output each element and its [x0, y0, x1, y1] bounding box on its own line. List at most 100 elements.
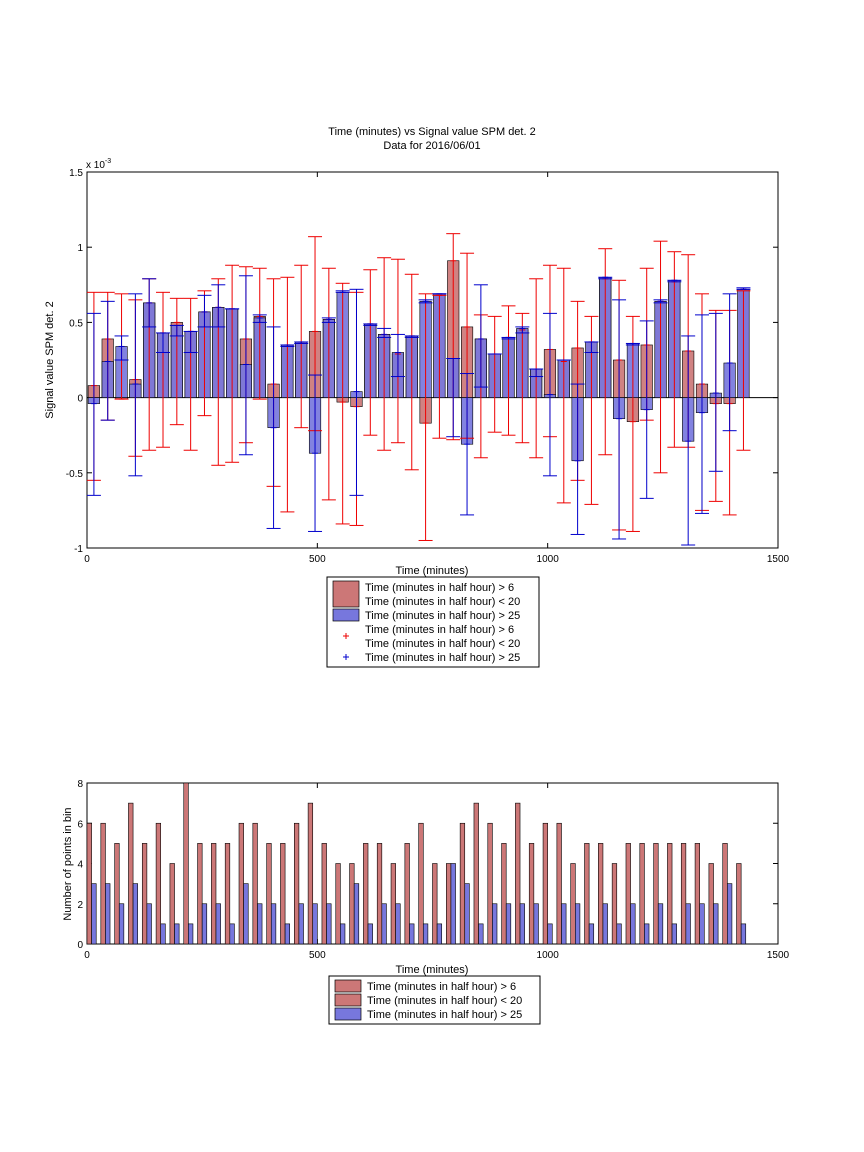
count-bar-series-2	[215, 903, 221, 945]
legend-label: Time (minutes in half hour) < 20	[365, 596, 520, 608]
count-bar-series-2	[395, 903, 401, 945]
legend-box	[328, 975, 541, 1025]
count-bar-series-1	[280, 843, 286, 945]
count-bar-series-2	[367, 923, 373, 945]
count-bar-series-1	[418, 822, 424, 945]
count-bar-series-1	[224, 843, 231, 945]
legend-label: Time (minutes in half hour) < 20	[365, 638, 520, 650]
y-tick-label: -0.5	[66, 469, 84, 480]
y-exponent-label: x 10-3	[86, 158, 111, 171]
count-bar-series-2	[699, 903, 705, 945]
x-tick-label: 500	[309, 950, 326, 961]
count-bar-series-2	[298, 903, 304, 945]
count-bar-series-1	[736, 863, 742, 945]
count-bar-series-2	[326, 903, 332, 945]
count-bar-series-1	[266, 843, 272, 945]
plot-frame	[86, 171, 779, 549]
count-bar-series-1	[459, 822, 466, 945]
count-bar-series-1	[293, 822, 300, 945]
legend-label: Time (minutes in half hour) > 25	[365, 652, 520, 664]
y-axis-label: Number of points in bin	[62, 807, 74, 920]
count-bar-series-2	[132, 883, 138, 945]
count-bar-series-2	[630, 903, 636, 945]
y-tick-label: 2	[77, 900, 83, 911]
legend-swatch	[332, 608, 360, 622]
count-bar-series-1	[556, 822, 562, 945]
count-bar-series-2	[436, 923, 443, 945]
y-tick-label: 1.5	[69, 168, 83, 179]
count-bar-series-1	[653, 843, 659, 945]
count-bar-series-2	[713, 903, 719, 945]
count-bar-series-1	[487, 822, 493, 945]
count-bar-series-2	[146, 903, 152, 945]
count-bar-series-2	[270, 903, 277, 945]
chart-title: Time (minutes) vs Signal value SPM det. …	[328, 126, 535, 138]
y-tick-label: 0	[77, 940, 83, 951]
count-bar-series-2	[229, 923, 235, 945]
count-bar-series-2	[201, 903, 208, 945]
x-tick-label: 0	[84, 950, 90, 961]
y-tick-label: 1	[77, 243, 83, 254]
count-bar-series-2	[340, 923, 346, 945]
count-bar-series-1	[446, 863, 452, 945]
count-bar-series-2	[312, 903, 318, 945]
count-bar-series-2	[561, 903, 567, 945]
count-bar-series-1	[86, 822, 92, 945]
count-bar-series-2	[105, 883, 111, 945]
x-tick-label: 1000	[537, 554, 560, 565]
legend-swatch	[334, 1007, 362, 1021]
count-bar-series-1	[238, 822, 244, 945]
legend-label: Time (minutes in half hour) > 6	[365, 624, 514, 636]
count-bar-series-2	[740, 923, 747, 945]
count-bar-series-2	[492, 903, 498, 945]
count-bar-series-1	[141, 843, 148, 945]
count-bar-series-2	[188, 923, 194, 945]
count-bar-series-2	[616, 923, 622, 945]
legend-label: Time (minutes in half hour) > 6	[367, 981, 516, 993]
count-bar-series-1	[432, 863, 438, 945]
count-bar-series-1	[321, 843, 327, 945]
legend-swatch	[332, 580, 360, 608]
count-bar-series-2	[381, 903, 387, 945]
count-bar-series-1	[722, 843, 728, 945]
count-bar-series-2	[91, 883, 97, 945]
count-bar-series-2	[685, 903, 691, 945]
count-bar-series-2	[588, 923, 595, 945]
x-tick-label: 1500	[767, 554, 790, 565]
count-bar-series-2	[657, 903, 664, 945]
x-axis-label: Time (minutes)	[396, 565, 469, 577]
y-tick-label: 0	[77, 394, 83, 405]
count-bar-series-1	[100, 822, 106, 945]
count-bar-series-2	[602, 903, 608, 945]
legend-swatch	[334, 979, 362, 993]
count-bar-series-2	[422, 923, 429, 945]
count-legend: Time (minutes in half hour) > 6 Time (min…	[328, 975, 541, 1025]
count-bar-series-1	[473, 802, 479, 945]
x-tick-label: 0	[84, 554, 90, 565]
legend-label: Time (minutes in half hour) < 20	[367, 995, 522, 1007]
count-bar-series-1	[390, 863, 396, 945]
count-bar-series-1	[598, 843, 604, 945]
count-bar-series-2	[409, 923, 415, 945]
count-bar-series-1	[211, 843, 217, 945]
legend-swatch	[334, 993, 362, 1007]
legend-label: Time (minutes in half hour) > 25	[365, 610, 520, 622]
x-tick-label: 1000	[537, 950, 560, 961]
signal-chart: Time (minutes) vs Signal value SPM det. …	[44, 126, 790, 668]
count-bar-series-2	[450, 863, 456, 945]
count-bar-series-1	[625, 843, 631, 945]
legend-label: Time (minutes in half hour) > 25	[367, 1009, 522, 1021]
count-bar-series-1	[114, 843, 120, 945]
count-bar-series-1	[404, 843, 410, 945]
count-bar-series-2	[533, 903, 539, 945]
count-bar-series-2	[644, 923, 650, 945]
count-bar-series-1	[542, 822, 548, 945]
y-axis-label: Signal value SPM det. 2	[44, 301, 56, 418]
count-bar-series-2	[505, 903, 512, 945]
count-bar-series-2	[284, 923, 290, 945]
count-bar-series-1	[694, 843, 700, 945]
chart-subtitle: Data for 2016/06/01	[383, 140, 480, 152]
count-bar-series-1	[570, 863, 576, 945]
count-bar-series-2	[727, 883, 733, 945]
count-bar-series-1	[183, 782, 189, 945]
